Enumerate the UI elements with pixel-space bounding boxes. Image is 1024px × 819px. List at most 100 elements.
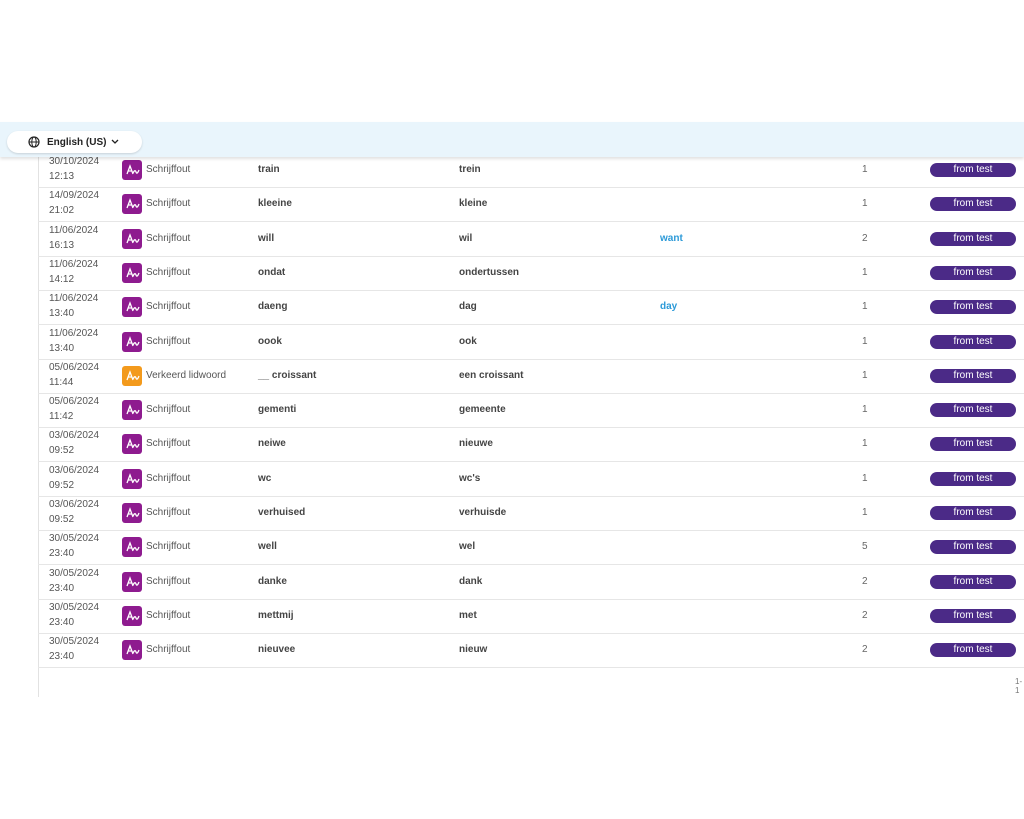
error-type: Schrijffout: [146, 472, 191, 484]
table-row[interactable]: 14/09/2024 21:02 Schrijffout kleeine kleine 1…: [38, 187, 1024, 223]
icon-glyph: [126, 507, 140, 518]
date: 11/06/2024: [49, 327, 99, 339]
wrong-word: danke: [258, 575, 287, 587]
table-row[interactable]: 30/05/2024 23:40 Schrijffout danke dank 2 from…: [38, 565, 1024, 600]
count: 2: [862, 609, 868, 621]
count: 1: [862, 198, 868, 210]
source-tag: from test: [930, 231, 1016, 246]
time: 21:02: [49, 205, 75, 217]
type-icon: [122, 194, 142, 215]
wrong-word: daeng: [258, 301, 288, 313]
table-row[interactable]: 11/06/2024 14:12 Schrijffout ondat ondertuss…: [38, 256, 1024, 291]
type-icon: [122, 331, 142, 352]
error-type: Schrijffout: [146, 438, 191, 450]
table-row[interactable]: 30/05/2024 23:40 Schrijffout mettmij met 2 fro…: [38, 599, 1024, 634]
type-icon: [122, 640, 142, 661]
table-row[interactable]: 05/06/2024 11:44 Verkeerd lidwoord __ crois…: [38, 359, 1024, 394]
table-row[interactable]: 30/10/2024 12:13 Schrijffout train trein 1 fro…: [38, 153, 1024, 188]
type-icon: [122, 503, 142, 523]
wrong-word: will: [258, 232, 275, 244]
table-row[interactable]: 11/06/2024 16:13 Schrijffout will wil want 2 fr…: [38, 222, 1024, 257]
source-tag: from test: [930, 471, 1016, 486]
wrong-word: __ croissant: [258, 369, 317, 381]
count: 1: [862, 369, 868, 381]
type-icon: [122, 400, 142, 421]
correct-word: nieuwe: [459, 438, 493, 450]
table-row[interactable]: 05/06/2024 11:42 Schrijffout gementi gemeent…: [38, 393, 1024, 429]
date: 30/05/2024: [49, 567, 100, 579]
date: 30/05/2024: [49, 533, 100, 545]
date: 11/06/2024: [49, 224, 99, 236]
correct-word: nieuw: [459, 644, 488, 656]
language-selector[interactable]: English (US): [7, 131, 142, 153]
type-icon: [122, 468, 142, 489]
table-row[interactable]: 03/06/2024 09:52 Schrijffout neiwe nieuwe 1 fr…: [38, 427, 1024, 463]
time: 09:52: [49, 479, 75, 491]
time: 13:40: [49, 308, 75, 320]
icon-glyph: [126, 267, 140, 278]
icon-glyph: [126, 644, 140, 655]
time: 23:40: [49, 582, 75, 594]
error-type: Schrijffout: [146, 164, 191, 175]
correct-word: trein: [459, 164, 481, 175]
count: 1: [862, 438, 868, 450]
icon-glyph: [126, 198, 140, 209]
icon-glyph: [126, 404, 140, 415]
count: 1: [862, 404, 868, 416]
time: 12:13: [49, 171, 75, 182]
icon-glyph: [126, 541, 140, 552]
date: 30/10/2024: [49, 156, 100, 167]
wrong-word: kleeine: [258, 198, 292, 210]
type-icon: [122, 297, 142, 318]
table-row[interactable]: 03/06/2024 09:52 Schrijffout verhuised verhu…: [38, 496, 1024, 531]
table-row[interactable]: 30/05/2024 23:40 Schrijffout well wel 5 from t…: [38, 530, 1024, 566]
date: 11/06/2024: [49, 293, 99, 305]
date: 03/06/2024: [49, 464, 100, 476]
count: 1: [862, 335, 868, 347]
icon-glyph: [126, 335, 140, 346]
error-type: Schrijffout: [146, 232, 191, 244]
error-type: Schrijffout: [146, 541, 191, 553]
icon-glyph: [126, 472, 140, 483]
date: 03/06/2024: [49, 499, 100, 510]
type-icon: [122, 262, 142, 283]
type-icon: [122, 365, 142, 386]
time: 11:42: [49, 411, 74, 423]
date: 05/06/2024: [49, 361, 100, 373]
type-icon: [122, 434, 142, 455]
type-icon: [122, 160, 142, 180]
wrong-word: verhuised: [258, 507, 306, 518]
wrong-word: nieuvee: [258, 644, 296, 656]
wrong-word: train: [258, 164, 280, 175]
correct-word: wel: [459, 541, 476, 553]
type-icon: [122, 228, 142, 249]
icon-glyph: [126, 232, 140, 243]
correct-word: verhuisde: [459, 507, 507, 518]
toolbar: English (US): [0, 122, 1024, 157]
table-row[interactable]: 11/06/2024 13:40 Schrijffout oook ook 1 from t…: [38, 325, 1024, 360]
table-row[interactable]: 03/06/2024 09:52 Schrijffout wc wc's 1 from te…: [38, 462, 1024, 497]
date: 30/05/2024: [49, 636, 100, 648]
time: 23:40: [49, 616, 75, 628]
error-type: Schrijffout: [146, 609, 191, 621]
type-icon: [122, 605, 142, 626]
globe-icon: [28, 136, 40, 148]
source-tag: from test: [930, 197, 1016, 212]
correct-word: een croissant: [459, 369, 524, 381]
icon-glyph: [126, 164, 140, 175]
count: 2: [862, 575, 868, 587]
icon-glyph: [126, 369, 140, 381]
source-tag: from test: [930, 643, 1016, 658]
time: 11:44: [49, 376, 74, 388]
table-row[interactable]: 30/05/2024 23:40 Schrijffout nieuvee nieuw 2 f…: [38, 633, 1024, 669]
icon-glyph: [126, 438, 140, 449]
count: 1: [862, 266, 868, 278]
source-tag: from test: [930, 368, 1016, 383]
error-type: Schrijffout: [146, 335, 191, 347]
correct-word: ondertussen: [459, 266, 520, 278]
language-label: English (US): [47, 137, 107, 148]
source-tag: from test: [930, 403, 1016, 418]
table-row[interactable]: 11/06/2024 13:40 Schrijffout daeng dag day 1 fr…: [38, 290, 1024, 326]
correct-word: wc's: [459, 472, 481, 484]
